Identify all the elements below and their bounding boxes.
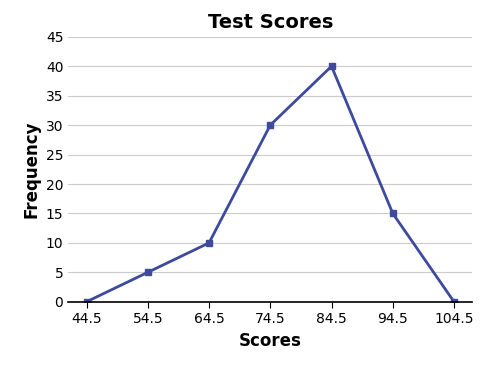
Y-axis label: Frequency: Frequency	[22, 121, 40, 218]
Title: Test Scores: Test Scores	[207, 14, 333, 32]
X-axis label: Scores: Scores	[239, 332, 302, 350]
